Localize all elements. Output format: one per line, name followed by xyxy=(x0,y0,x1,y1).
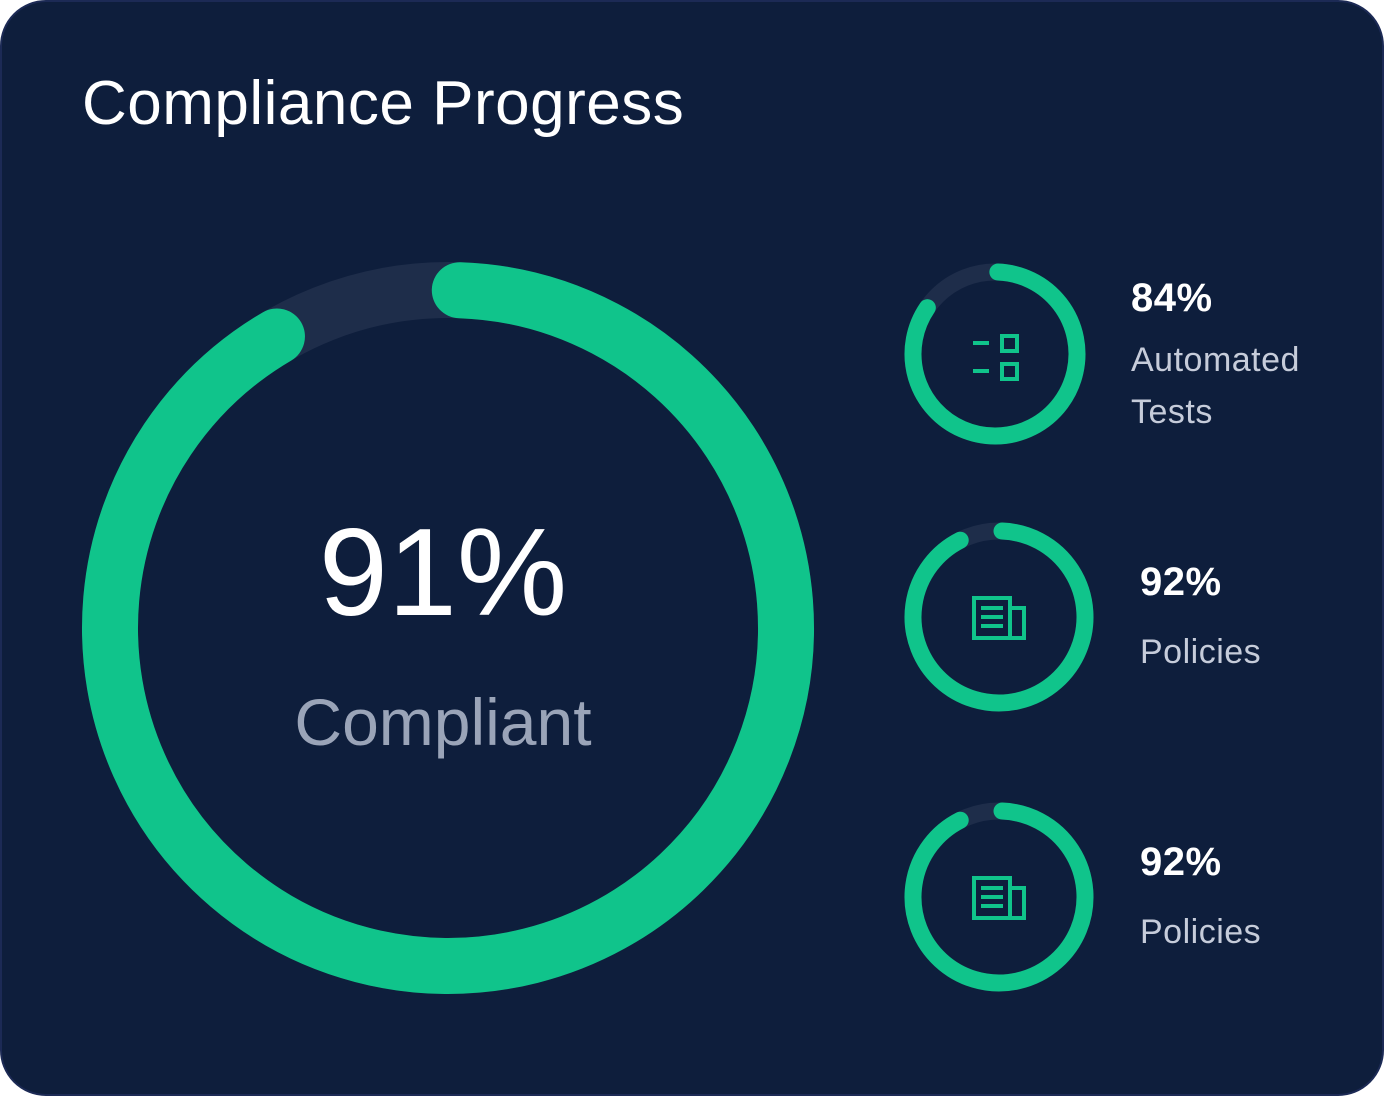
overall-status-label: Compliant xyxy=(294,685,592,759)
metric-ring xyxy=(904,802,1094,992)
metric-label: Policies xyxy=(1140,633,1262,671)
metric-label: Automated Tests xyxy=(1131,341,1300,431)
metric-value: 92% xyxy=(1140,560,1222,604)
document-icon xyxy=(972,596,1026,640)
checklist-icon xyxy=(973,334,1019,381)
metric-ring-fill xyxy=(904,802,1094,992)
metric-policies[interactable]: 92% Policies xyxy=(896,796,1336,1006)
metric-value: 92% xyxy=(1140,840,1222,884)
metric-value: 84% xyxy=(1131,276,1213,320)
card-title: Compliance Progress xyxy=(82,69,685,138)
metric-ring xyxy=(904,522,1094,712)
overall-progress-ring xyxy=(82,262,814,994)
metric-label: Policies xyxy=(1140,913,1262,951)
metric-automated-tests[interactable]: 84% Automated Tests xyxy=(896,256,1336,456)
overall-ring-fill xyxy=(82,262,814,994)
metric-policies[interactable]: 92% Policies xyxy=(896,516,1336,726)
overall-percentage: 91% xyxy=(318,504,568,642)
document-icon xyxy=(972,876,1026,920)
metric-ring xyxy=(904,263,1086,445)
metric-ring-fill xyxy=(904,522,1094,712)
metric-ring-fill xyxy=(904,263,1086,445)
